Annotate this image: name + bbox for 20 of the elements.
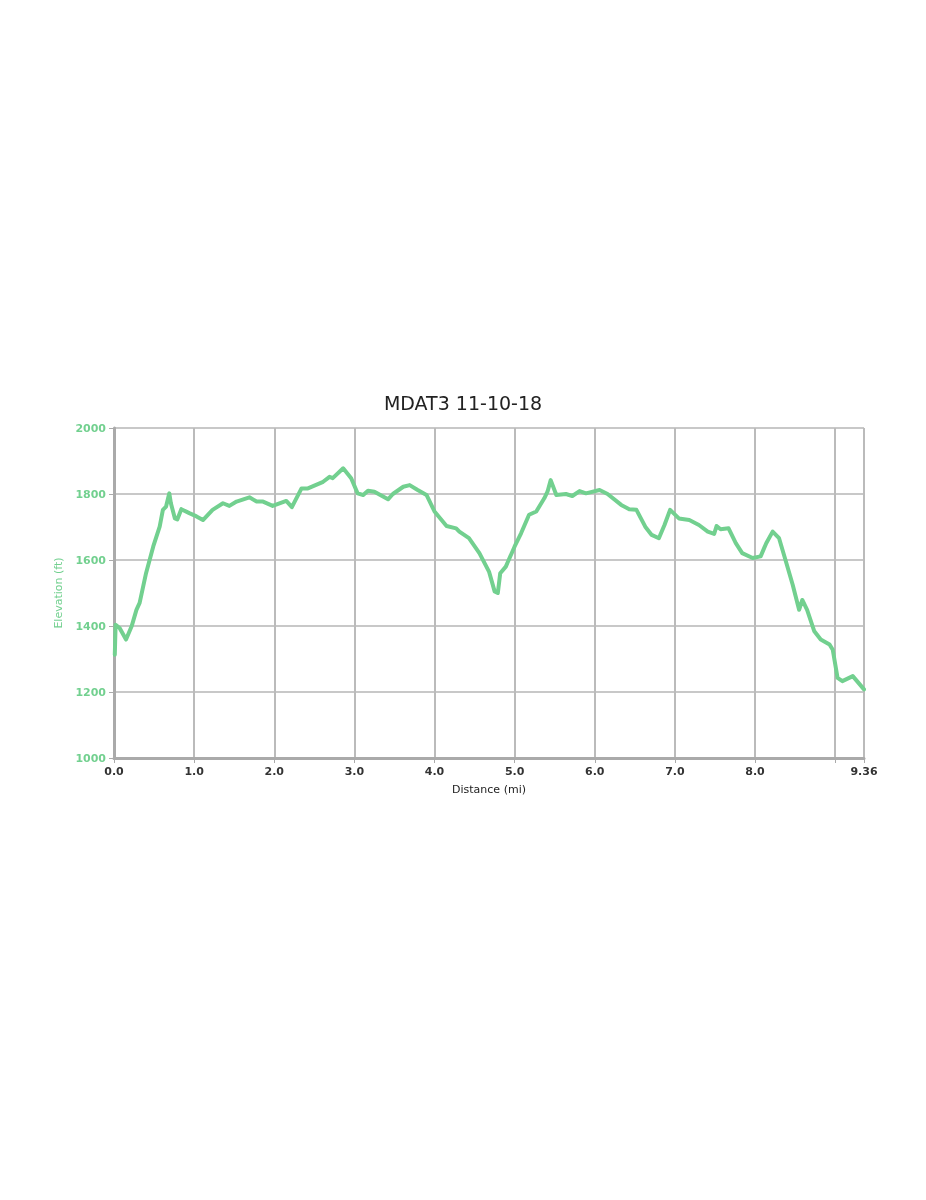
x-tick-label: 6.0 xyxy=(585,765,605,778)
y-tick-label: 2000 xyxy=(75,421,107,435)
x-tick-label: 0.0 xyxy=(104,765,125,778)
chart-title: MDAT3 11-10-18 xyxy=(383,391,543,414)
y-tick-label: 1200 xyxy=(75,685,107,699)
y-axis-title: Elevation (ft) xyxy=(52,557,66,629)
x-tick-label: 9.36 xyxy=(850,765,878,778)
y-tick-label: 1600 xyxy=(75,553,107,567)
x-axis-title: Distance (mi) xyxy=(452,783,526,796)
x-tick-label: 4.0 xyxy=(424,765,445,778)
line-series xyxy=(112,466,866,692)
x-tick-label: 7.0 xyxy=(665,765,685,778)
x-tick-label: 5.0 xyxy=(504,765,525,778)
x-tick-label: 2.0 xyxy=(264,765,285,778)
x-tick-label: 3.0 xyxy=(344,765,365,778)
y-tick-label: 1000 xyxy=(75,751,107,765)
x-tick-label: 8.0 xyxy=(745,765,766,778)
y-tick-label: 1400 xyxy=(75,619,107,633)
y-tick-label: 1800 xyxy=(75,487,107,501)
x-tick-label: 1.0 xyxy=(184,765,205,778)
